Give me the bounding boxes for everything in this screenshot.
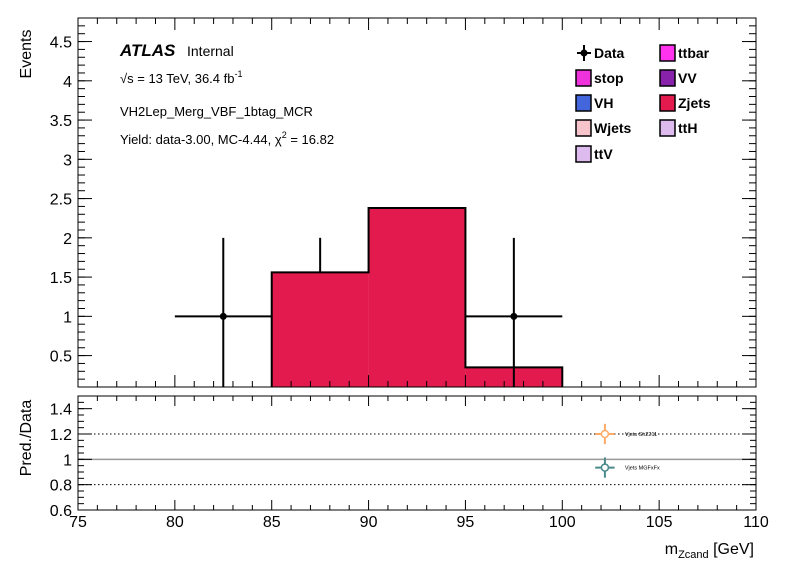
ratio-y-axis-label: Pred./Data — [18, 400, 35, 477]
chi2-value: = 16.82 — [287, 132, 334, 147]
main-y-axis-label: Events — [18, 30, 35, 79]
lumi-exponent: -1 — [234, 69, 242, 79]
data-points-layer — [174, 237, 563, 387]
x-axis-label-main: m — [665, 541, 678, 558]
yield-text: Yield: data-3.00, MC-4.44, χ — [120, 132, 282, 147]
legend-swatch-wjets — [575, 119, 592, 137]
legend-marker-dot — [580, 49, 588, 57]
ratio-y-tick-label: 0.8 — [50, 478, 72, 495]
ratio-series-label-1: Vjets MGFxFx — [625, 466, 660, 472]
legend-label-data: Data — [594, 45, 625, 61]
region-label: VH2Lep_Merg_VBF_1btag_MCR — [120, 104, 313, 119]
data-point-1 — [510, 312, 518, 320]
ratio-series-label-0: Vjets Sh2211 — [625, 432, 657, 438]
main-y-tick-label: 4 — [63, 74, 72, 91]
atlas-label: ATLAS — [119, 41, 176, 60]
main-y-tick-label: 2 — [63, 231, 72, 248]
yield-label: Yield: data-3.00, MC-4.44, χ2 = 16.82 — [120, 130, 334, 147]
x-tick-label: 85 — [263, 514, 281, 531]
x-tick-label: 90 — [360, 514, 378, 531]
legend-label-stop: stop — [594, 70, 624, 86]
stack-bars-layer — [270, 206, 564, 387]
legend-swatch-vv — [659, 69, 676, 87]
chi2-exponent: 2 — [282, 130, 287, 140]
main-y-tick-label: 3.5 — [50, 113, 72, 130]
legend-swatch-stop — [575, 69, 592, 87]
ratio-y-tick-labels: 0.6 0.8 1 1.2 1.4 — [50, 402, 72, 520]
legend-label-wjets: Wjets — [594, 120, 632, 136]
legend-swatch-zjets — [659, 94, 676, 112]
energy-lumi-text: = 13 TeV, 36.4 fb — [134, 71, 235, 86]
x-tick-label: 100 — [549, 514, 576, 531]
x-tick-labels: 75 80 85 90 95 100 105 110 — [69, 514, 769, 531]
legend-swatch-ttbar — [659, 44, 676, 62]
legend-label-ttv: ttV — [594, 146, 613, 162]
legend-swatch-ttv — [575, 145, 592, 163]
main-plot-frame — [77, 17, 757, 388]
main-y-tick-label: 4.5 — [50, 35, 72, 52]
x-axis-label-sub: Zcand — [678, 549, 709, 561]
stack-outline-zjets — [270, 206, 564, 387]
main-y-tick-label: 0.5 — [50, 349, 72, 366]
main-y-tick-label: 1 — [63, 309, 72, 326]
main-y-tick-label: 2.5 — [50, 192, 72, 209]
legend-label-vh: VH — [594, 95, 613, 111]
x-tick-label: 75 — [69, 514, 87, 531]
ratio-grid-lines — [78, 433, 756, 486]
legend-label-vv: VV — [678, 70, 697, 86]
legend-swatch-tth — [659, 119, 676, 137]
legend-label-tth: ttH — [678, 120, 697, 136]
ratio-point-0 — [600, 429, 610, 439]
x-ticks — [77, 18, 757, 510]
bar-zjets-0 — [271, 272, 369, 387]
legend-label-zjets: Zjets — [678, 95, 711, 111]
legend: Data ttbar stop VV VH Zjets Wjets ttH ttV — [575, 44, 711, 163]
legend-swatch-vh — [575, 94, 592, 112]
ratio-points-layer: Vjets Sh2211 Vjets MGFxFx — [595, 423, 660, 478]
main-y-tick-label: 3 — [63, 152, 72, 169]
ratio-y-tick-label: 1.4 — [50, 402, 72, 419]
x-axis-label-unit: [GeV] — [709, 541, 754, 558]
x-axis-label: mZcand [GeV] — [665, 541, 754, 561]
ratio-y-tick-label: 1 — [63, 452, 72, 469]
ratio-y-ticks — [78, 395, 756, 511]
energy-label: √s = 13 TeV, 36.4 fb-1 — [120, 69, 243, 86]
ratio-point-1 — [600, 463, 610, 472]
x-tick-label: 80 — [166, 514, 184, 531]
ratio-y-tick-label: 0.6 — [50, 503, 72, 520]
legend-label-ttbar: ttbar — [678, 45, 710, 61]
main-y-tick-label: 1.5 — [50, 270, 72, 287]
main-y-ticks — [78, 17, 756, 388]
x-tick-label: 95 — [457, 514, 475, 531]
sqrt-s: √s — [120, 71, 134, 86]
data-point-0 — [219, 312, 227, 320]
main-y-tick-labels: 0.5 1 1.5 2 2.5 3 3.5 4 4.5 — [50, 35, 72, 366]
internal-label: Internal — [187, 43, 234, 59]
ratio-y-tick-label: 1.2 — [50, 427, 72, 444]
bar-zjets-1 — [368, 207, 466, 387]
x-tick-label: 110 — [743, 514, 769, 531]
ratio-plot-frame — [77, 395, 757, 511]
x-tick-label: 105 — [646, 514, 673, 531]
